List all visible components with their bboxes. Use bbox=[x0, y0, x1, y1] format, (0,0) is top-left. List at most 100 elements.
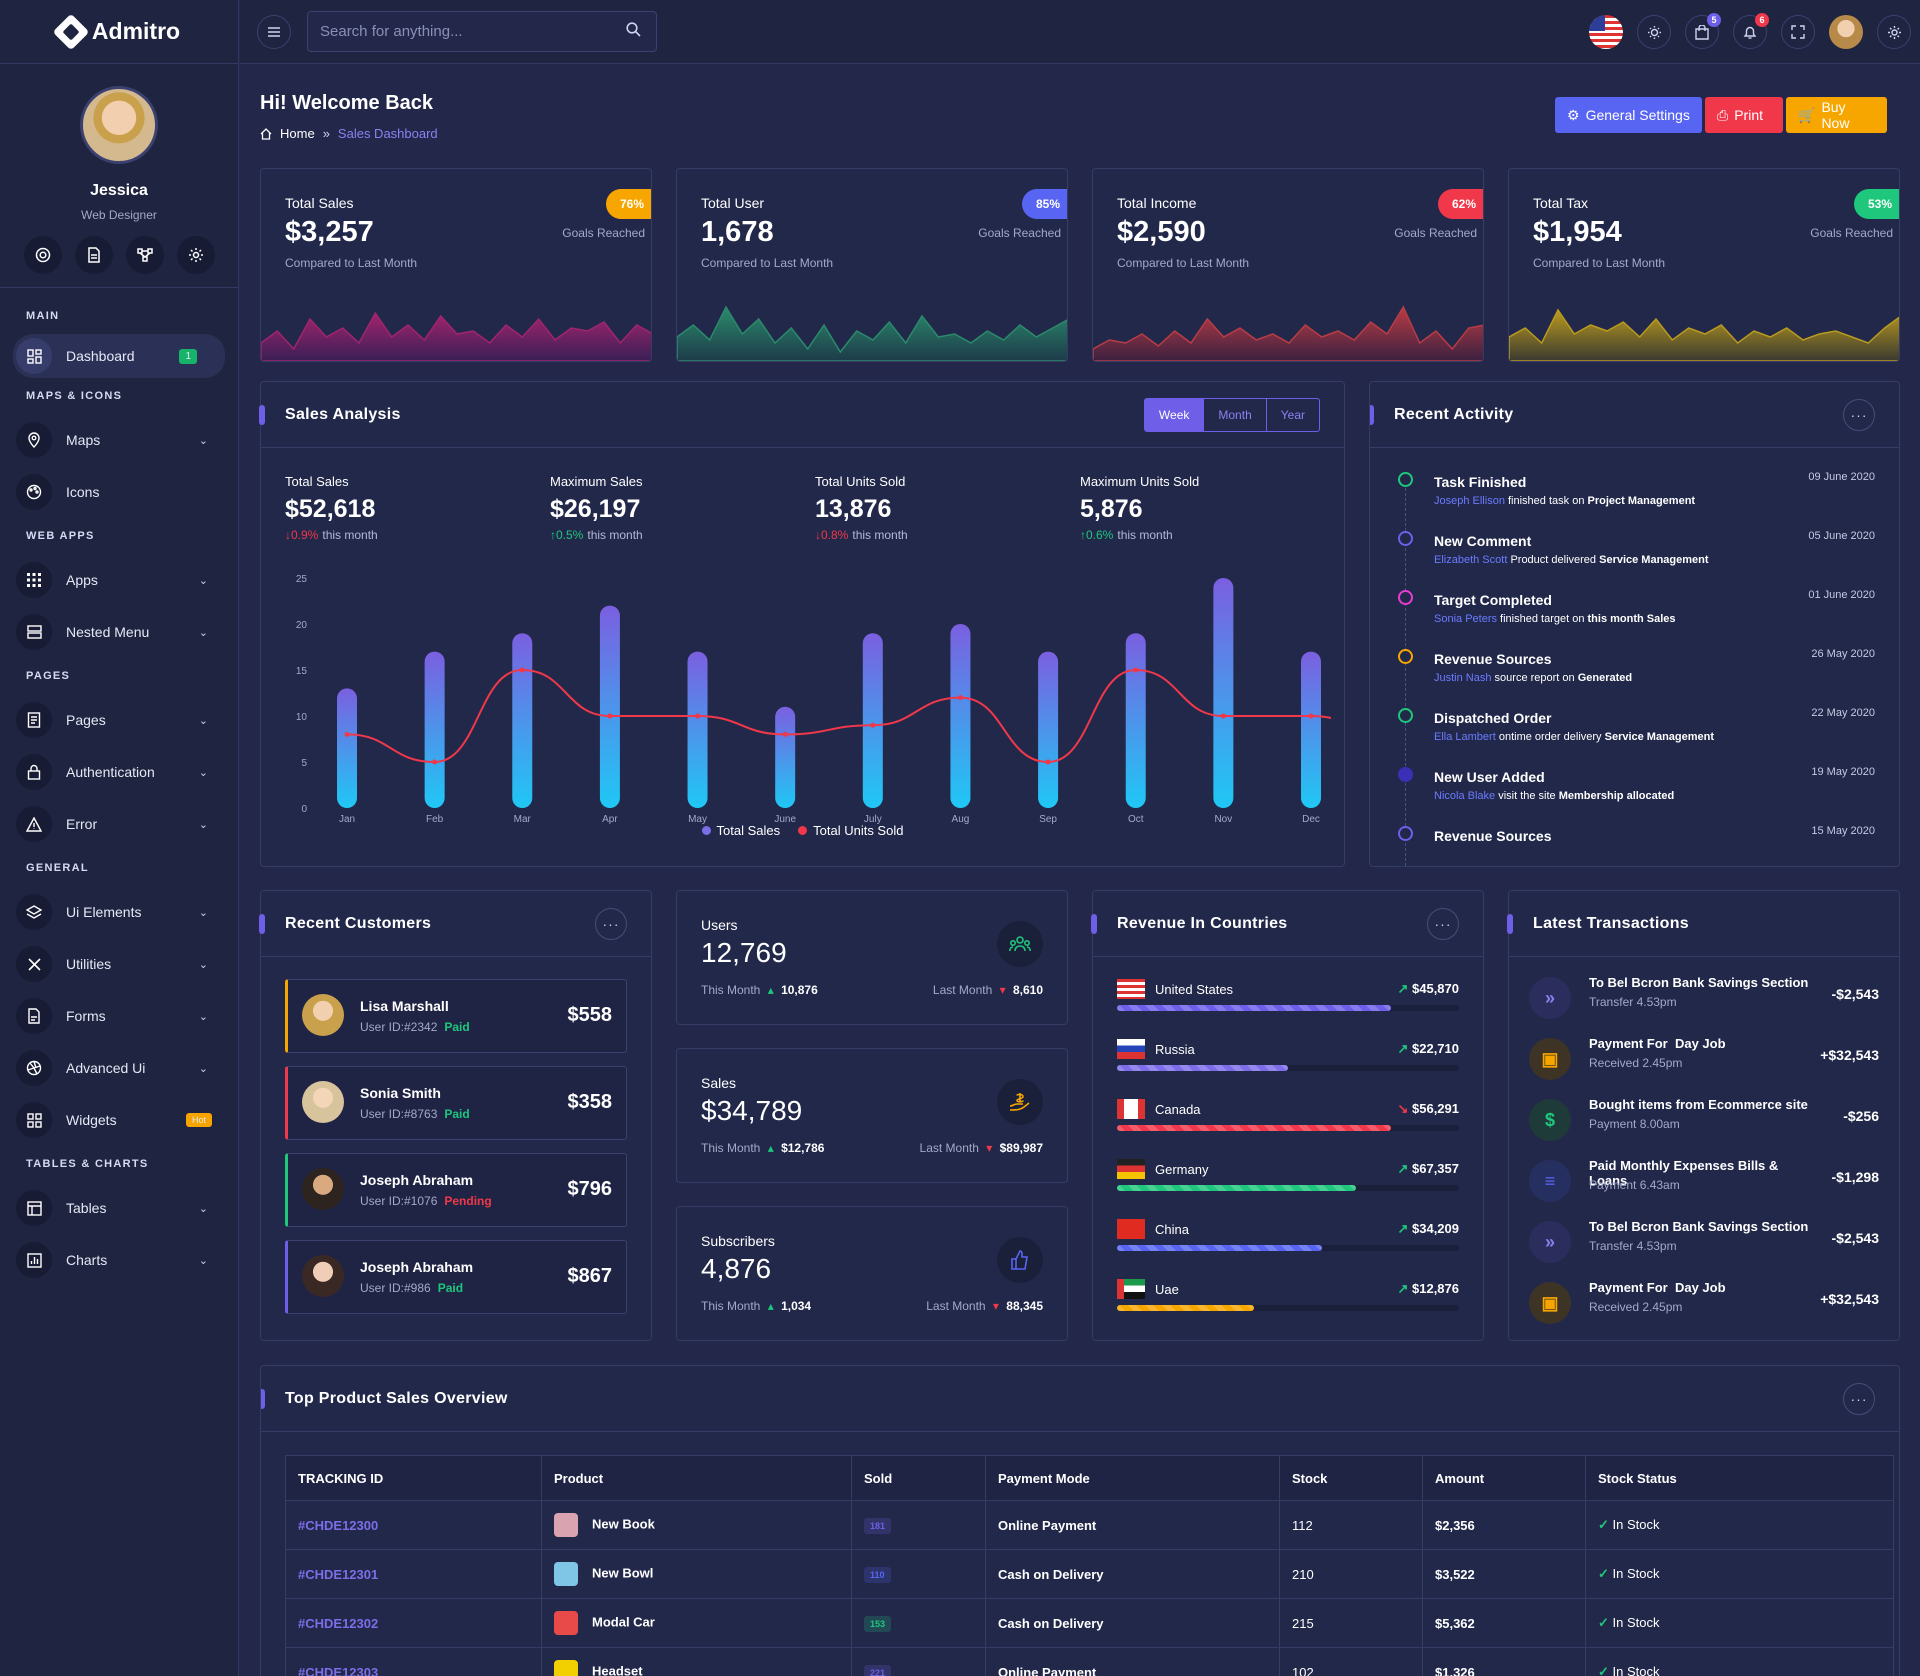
country-row[interactable]: Canada ↘ $56,291 bbox=[1117, 1099, 1459, 1143]
sidebar-item-advanced-ui[interactable]: Advanced Ui ⌄ bbox=[0, 1042, 238, 1094]
point-total-units-sold[interactable] bbox=[519, 667, 525, 673]
activity-item[interactable]: Revenue Sources 26 May 2020 Justin Nash so… bbox=[1398, 648, 1875, 710]
activity-user-link[interactable]: Nicola Blake bbox=[1434, 790, 1496, 802]
profile-avatar[interactable] bbox=[80, 86, 158, 164]
bar-total-sales[interactable] bbox=[1125, 633, 1146, 808]
country-row[interactable]: Uae ↗ $12,876 bbox=[1117, 1279, 1459, 1323]
point-total-units-sold[interactable] bbox=[782, 731, 788, 737]
breadcrumb-home[interactable]: Home bbox=[280, 126, 315, 141]
tracking-id-link[interactable]: #CHDE12302 bbox=[298, 1615, 379, 1631]
profile-document-icon[interactable] bbox=[74, 236, 113, 274]
point-total-units-sold[interactable] bbox=[607, 713, 613, 719]
point-total-units-sold[interactable] bbox=[957, 695, 963, 701]
sidebar-item-utilities[interactable]: Utilities ⌄ bbox=[0, 938, 238, 990]
sidebar-item-dashboard[interactable]: Dashboard 1 bbox=[13, 334, 225, 378]
buy-now-button[interactable]: 🛒 Buy Now bbox=[1786, 97, 1887, 133]
bar-total-sales[interactable] bbox=[862, 633, 883, 808]
cart-button[interactable]: 5 bbox=[1685, 13, 1721, 49]
app-logo[interactable]: Admitro bbox=[0, 0, 238, 64]
point-total-units-sold[interactable] bbox=[870, 722, 876, 728]
point-total-units-sold[interactable] bbox=[432, 759, 438, 765]
sidebar-item-apps[interactable]: Apps ⌄ bbox=[0, 554, 238, 606]
bar-total-sales[interactable] bbox=[950, 624, 971, 808]
customer-row[interactable]: Lisa Marshall User ID:#2342 Paid $558 bbox=[285, 979, 627, 1053]
customer-row[interactable]: Sonia Smith User ID:#8763 Paid $358 bbox=[285, 1066, 627, 1140]
point-total-units-sold[interactable] bbox=[1220, 713, 1226, 719]
fullscreen-button[interactable] bbox=[1781, 15, 1815, 49]
sidebar-item-icons[interactable]: Icons bbox=[0, 466, 238, 518]
more-options-button[interactable]: ··· bbox=[595, 908, 627, 940]
point-total-units-sold[interactable] bbox=[344, 731, 350, 737]
table-row[interactable]: #CHDE12303 Headset 221 Online Payment 102 $1,… bbox=[285, 1647, 1894, 1676]
bar-total-sales[interactable] bbox=[1213, 578, 1234, 808]
sidebar-item-ui-elements[interactable]: Ui Elements ⌄ bbox=[0, 886, 238, 938]
language-flag-button[interactable] bbox=[1589, 15, 1623, 49]
tab-year[interactable]: Year bbox=[1265, 399, 1319, 431]
bar-total-sales[interactable] bbox=[424, 651, 445, 808]
tracking-id-link[interactable]: #CHDE12300 bbox=[298, 1517, 379, 1533]
more-options-button[interactable]: ··· bbox=[1843, 399, 1875, 431]
country-row[interactable]: Russia ↗ $22,710 bbox=[1117, 1039, 1459, 1083]
activity-item[interactable]: New Comment 05 June 2020 Elizabeth Scott P… bbox=[1398, 530, 1875, 592]
bar-total-sales[interactable] bbox=[1038, 651, 1059, 808]
table-row[interactable]: #CHDE12300 New Book 181 Online Payment 112 $2… bbox=[285, 1500, 1894, 1550]
bar-total-sales[interactable] bbox=[775, 706, 796, 808]
profile-lifebuoy-icon[interactable] bbox=[23, 236, 62, 274]
sidebar-item-nested-menu[interactable]: Nested Menu ⌄ bbox=[0, 606, 238, 658]
search-input[interactable]: Search for anything... bbox=[307, 11, 657, 52]
activity-user-link[interactable]: Elizabeth Scott bbox=[1434, 554, 1508, 566]
sidebar-item-authentication[interactable]: Authentication ⌄ bbox=[0, 746, 238, 798]
print-button[interactable]: ⎙ Print bbox=[1705, 97, 1783, 133]
activity-item[interactable]: Revenue Sources 15 May 2020 bbox=[1398, 825, 1875, 866]
point-total-units-sold[interactable] bbox=[1045, 759, 1051, 765]
tab-week[interactable]: Week bbox=[1144, 399, 1204, 431]
activity-item[interactable]: Dispatched Order 22 May 2020 Ella Lambert … bbox=[1398, 707, 1875, 769]
bar-total-sales[interactable] bbox=[1301, 651, 1321, 808]
notifications-button[interactable]: 6 bbox=[1733, 13, 1769, 49]
column-header[interactable]: Sold bbox=[851, 1455, 986, 1501]
profile-settings-icon[interactable] bbox=[176, 236, 215, 274]
activity-user-link[interactable]: Justin Nash bbox=[1434, 672, 1492, 684]
table-row[interactable]: #CHDE12302 Modal Car 153 Cash on Delivery 21… bbox=[285, 1598, 1894, 1648]
transaction-row[interactable]: » To Bel Bcron Bank Savings Section Transf… bbox=[1529, 1219, 1879, 1280]
customer-row[interactable]: Joseph Abraham User ID:#986 Paid $867 bbox=[285, 1240, 627, 1314]
sidebar-item-widgets[interactable]: Widgets Hot bbox=[0, 1094, 238, 1146]
activity-item[interactable]: Task Finished 09 June 2020 Joseph Ellison … bbox=[1398, 471, 1875, 533]
column-header[interactable]: Stock Status bbox=[1585, 1455, 1894, 1501]
point-total-units-sold[interactable] bbox=[1133, 667, 1139, 673]
transaction-row[interactable]: ≡ Paid Monthly Expenses Bills & Loans Paym… bbox=[1529, 1158, 1879, 1219]
transaction-row[interactable]: ▣ Payment For Day Job Received 2.45pm +$32,… bbox=[1529, 1280, 1879, 1341]
column-header[interactable]: Product bbox=[541, 1455, 852, 1501]
country-row[interactable]: United States ↗ $45,870 bbox=[1117, 979, 1459, 1023]
transaction-row[interactable]: ▣ Payment For Day Job Received 2.45pm +$32,… bbox=[1529, 1036, 1879, 1097]
legend-total-sales[interactable]: Total Sales bbox=[701, 823, 780, 838]
point-total-units-sold[interactable] bbox=[695, 713, 701, 719]
tracking-id-link[interactable]: #CHDE12301 bbox=[298, 1566, 379, 1582]
settings-button[interactable] bbox=[1877, 15, 1911, 49]
search-icon[interactable] bbox=[626, 22, 641, 42]
column-header[interactable]: Stock bbox=[1279, 1455, 1423, 1501]
bar-total-sales[interactable] bbox=[599, 605, 620, 808]
sidebar-item-charts[interactable]: Charts ⌄ bbox=[0, 1234, 238, 1286]
activity-user-link[interactable]: Joseph Ellison bbox=[1434, 495, 1505, 507]
column-header[interactable]: Payment Mode bbox=[985, 1455, 1280, 1501]
theme-toggle-button[interactable] bbox=[1637, 15, 1671, 49]
activity-item[interactable]: New User Added 19 May 2020 Nicola Blake vi… bbox=[1398, 766, 1875, 828]
legend-total-units-sold[interactable]: Total Units Sold bbox=[798, 823, 903, 838]
sidebar-item-tables[interactable]: Tables ⌄ bbox=[0, 1182, 238, 1234]
bar-total-sales[interactable] bbox=[337, 688, 357, 808]
country-row[interactable]: China ↗ $34,209 bbox=[1117, 1219, 1459, 1263]
table-row[interactable]: #CHDE12301 New Bowl 110 Cash on Delivery 210… bbox=[285, 1549, 1894, 1599]
activity-user-link[interactable]: Sonia Peters bbox=[1434, 613, 1497, 625]
transaction-row[interactable]: » To Bel Bcron Bank Savings Section Transf… bbox=[1529, 975, 1879, 1036]
more-options-button[interactable]: ··· bbox=[1427, 908, 1459, 940]
sidebar-item-forms[interactable]: Forms ⌄ bbox=[0, 990, 238, 1042]
bar-total-sales[interactable] bbox=[687, 651, 708, 808]
profile-share-icon[interactable] bbox=[125, 236, 164, 274]
sidebar-item-error[interactable]: Error ⌄ bbox=[0, 798, 238, 850]
activity-user-link[interactable]: Ella Lambert bbox=[1434, 731, 1496, 743]
bar-total-sales[interactable] bbox=[512, 633, 533, 808]
point-total-units-sold[interactable] bbox=[1308, 713, 1314, 719]
country-row[interactable]: Germany ↗ $67,357 bbox=[1117, 1159, 1459, 1203]
column-header[interactable]: Amount bbox=[1422, 1455, 1586, 1501]
